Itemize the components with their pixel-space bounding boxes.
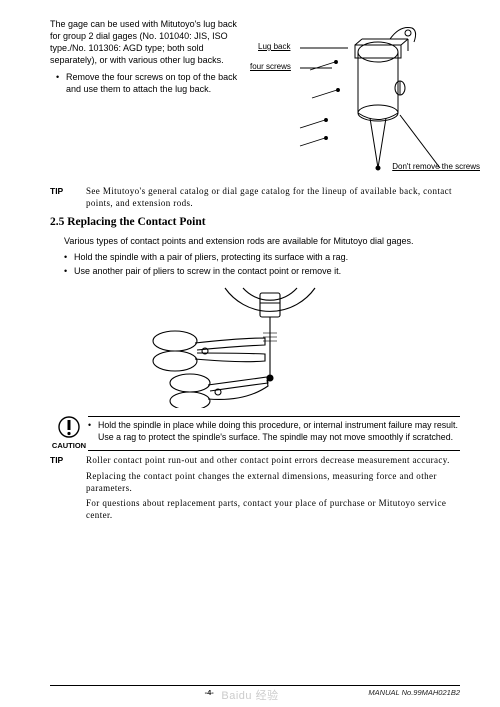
caution-icon-column: CAUTION [50,416,88,451]
caution-icon [58,416,80,438]
watermark: Baidu 经验 [0,687,500,703]
intro-bullet-text: Remove the four screws on top of the bac… [66,71,240,95]
label-dont-remove: Don't remove the screws [392,162,480,173]
sec25-bullet-2: • Use another pair of pliers to screw in… [64,265,460,277]
caution-block: CAUTION • Hold the spindle in place whil… [50,416,460,451]
pliers-figure [50,283,460,408]
lug-back-figure: Lug back four screws Don't remove the sc… [240,18,460,173]
tip-body-2: Roller contact point run-out and other c… [86,454,460,521]
tip-text-1: See Mitutoyo's general catalog or dial g… [86,185,460,209]
tip2-p2: Replacing the contact point changes the … [86,470,460,494]
tip-label-1: TIP [50,185,86,197]
bullet-marker: • [64,251,74,263]
pliers-illustration [50,283,460,408]
section-2-5-intro: Various types of contact points and exte… [64,235,460,247]
tip-row-2: TIP Roller contact point run-out and oth… [50,454,460,521]
caution-bullet-text: Hold the spindle in place while doing th… [98,420,460,443]
caution-label: CAUTION [50,441,88,451]
intro-text-column: The gage can be used with Mitutoyo's lug… [50,18,240,179]
tip-row-1: TIP See Mitutoyo's general catalog or di… [50,185,460,209]
bullet-marker: • [56,71,66,95]
sec25-bullet-2-text: Use another pair of pliers to screw in t… [74,265,460,277]
tip2-p1: Roller contact point run-out and other c… [86,454,460,466]
sec25-bullet-1-text: Hold the spindle with a pair of pliers, … [74,251,460,263]
sec25-bullet-1: • Hold the spindle with a pair of pliers… [64,251,460,263]
intro-bullet: • Remove the four screws on top of the b… [56,71,240,95]
caution-text: • Hold the spindle in place while doing … [88,416,460,451]
page: The gage can be used with Mitutoyo's lug… [0,0,500,557]
intro-and-figure: The gage can be used with Mitutoyo's lug… [50,18,460,179]
section-2-5-title: 2.5 Replacing the Contact Point [50,215,460,231]
bullet-marker: • [64,265,74,277]
tip-label-2: TIP [50,454,86,466]
intro-paragraph: The gage can be used with Mitutoyo's lug… [50,18,240,67]
tip2-p3: For questions about replacement parts, c… [86,497,460,521]
label-lug-back: Lug back [258,42,290,53]
label-four-screws: four screws [250,62,291,73]
footer-rule [50,685,460,686]
bullet-marker: • [88,420,98,443]
